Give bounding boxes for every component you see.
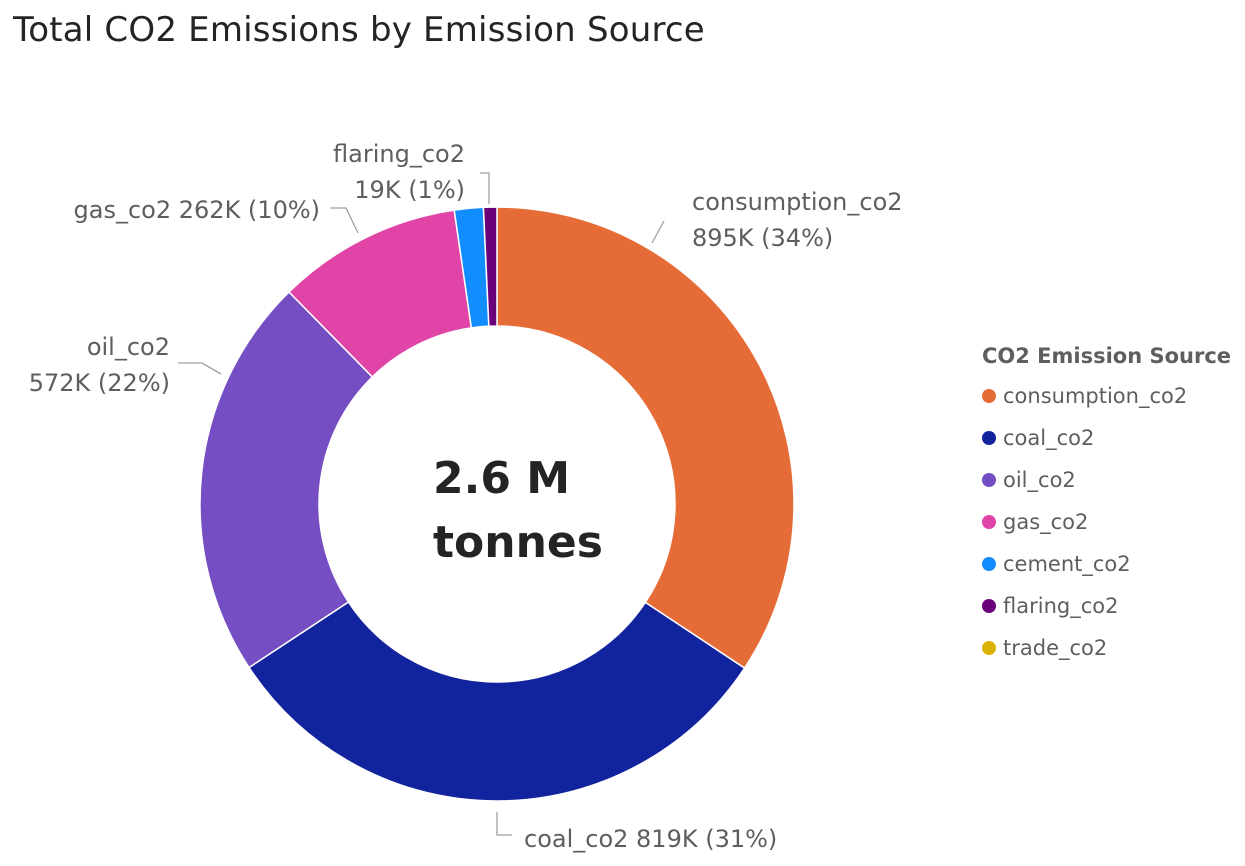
slice-coal-co2[interactable] bbox=[248, 600, 746, 802]
legend-marker-icon bbox=[982, 431, 996, 445]
data-label-gas-co2: gas_co2 262K (10%) bbox=[74, 196, 320, 224]
legend-marker-icon bbox=[982, 599, 996, 613]
legend-item-label: oil_co2 bbox=[1003, 468, 1076, 492]
leader-line-flaring-co2 bbox=[480, 172, 490, 204]
chart-title: Total CO2 Emissions by Emission Source bbox=[13, 10, 705, 50]
slice-oil-co2[interactable] bbox=[199, 290, 374, 669]
legend-item-gas-co2[interactable]: gas_co2 bbox=[982, 501, 1242, 543]
legend-marker-icon bbox=[982, 515, 996, 529]
legend-item-cement-co2[interactable]: cement_co2 bbox=[982, 543, 1242, 585]
legend-item-label: gas_co2 bbox=[1003, 510, 1089, 534]
legend-title: CO2 Emission Source bbox=[982, 344, 1232, 368]
legend-marker-icon bbox=[982, 389, 996, 403]
legend-item-coal-co2[interactable]: coal_co2 bbox=[982, 417, 1242, 459]
legend-item-trade-co2[interactable]: trade_co2 bbox=[982, 627, 1242, 669]
legend-item-consumption-co2[interactable]: consumption_co2 bbox=[982, 375, 1242, 417]
leader-line-gas-co2 bbox=[330, 207, 359, 234]
leader-line-consumption-co2 bbox=[651, 220, 665, 244]
legend-marker-icon bbox=[982, 473, 996, 487]
data-label-consumption-co2: consumption_co2 895K (34%) bbox=[692, 188, 903, 252]
data-label-oil-co2: oil_co2 572K (22%) bbox=[29, 333, 170, 397]
legend-item-label: flaring_co2 bbox=[1003, 594, 1119, 618]
legend: CO2 Emission Source consumption_co2 coal_… bbox=[982, 344, 1242, 669]
data-label-coal-co2: coal_co2 819K (31%) bbox=[524, 825, 777, 853]
slice-consumption-co2[interactable] bbox=[496, 206, 795, 670]
leader-line-coal-co2 bbox=[496, 812, 512, 836]
legend-item-label: cement_co2 bbox=[1003, 552, 1131, 576]
legend-marker-icon bbox=[982, 557, 996, 571]
legend-marker-icon bbox=[982, 641, 996, 655]
slice-flaring-co2[interactable] bbox=[482, 206, 498, 327]
legend-item-label: trade_co2 bbox=[1003, 636, 1108, 660]
legend-item-flaring-co2[interactable]: flaring_co2 bbox=[982, 585, 1242, 627]
legend-item-oil-co2[interactable]: oil_co2 bbox=[982, 459, 1242, 501]
leader-line-oil-co2 bbox=[178, 362, 222, 375]
legend-item-label: consumption_co2 bbox=[1003, 384, 1188, 408]
legend-item-label: coal_co2 bbox=[1003, 426, 1095, 450]
data-label-flaring-co2: flaring_co2 19K (1%) bbox=[333, 140, 465, 204]
